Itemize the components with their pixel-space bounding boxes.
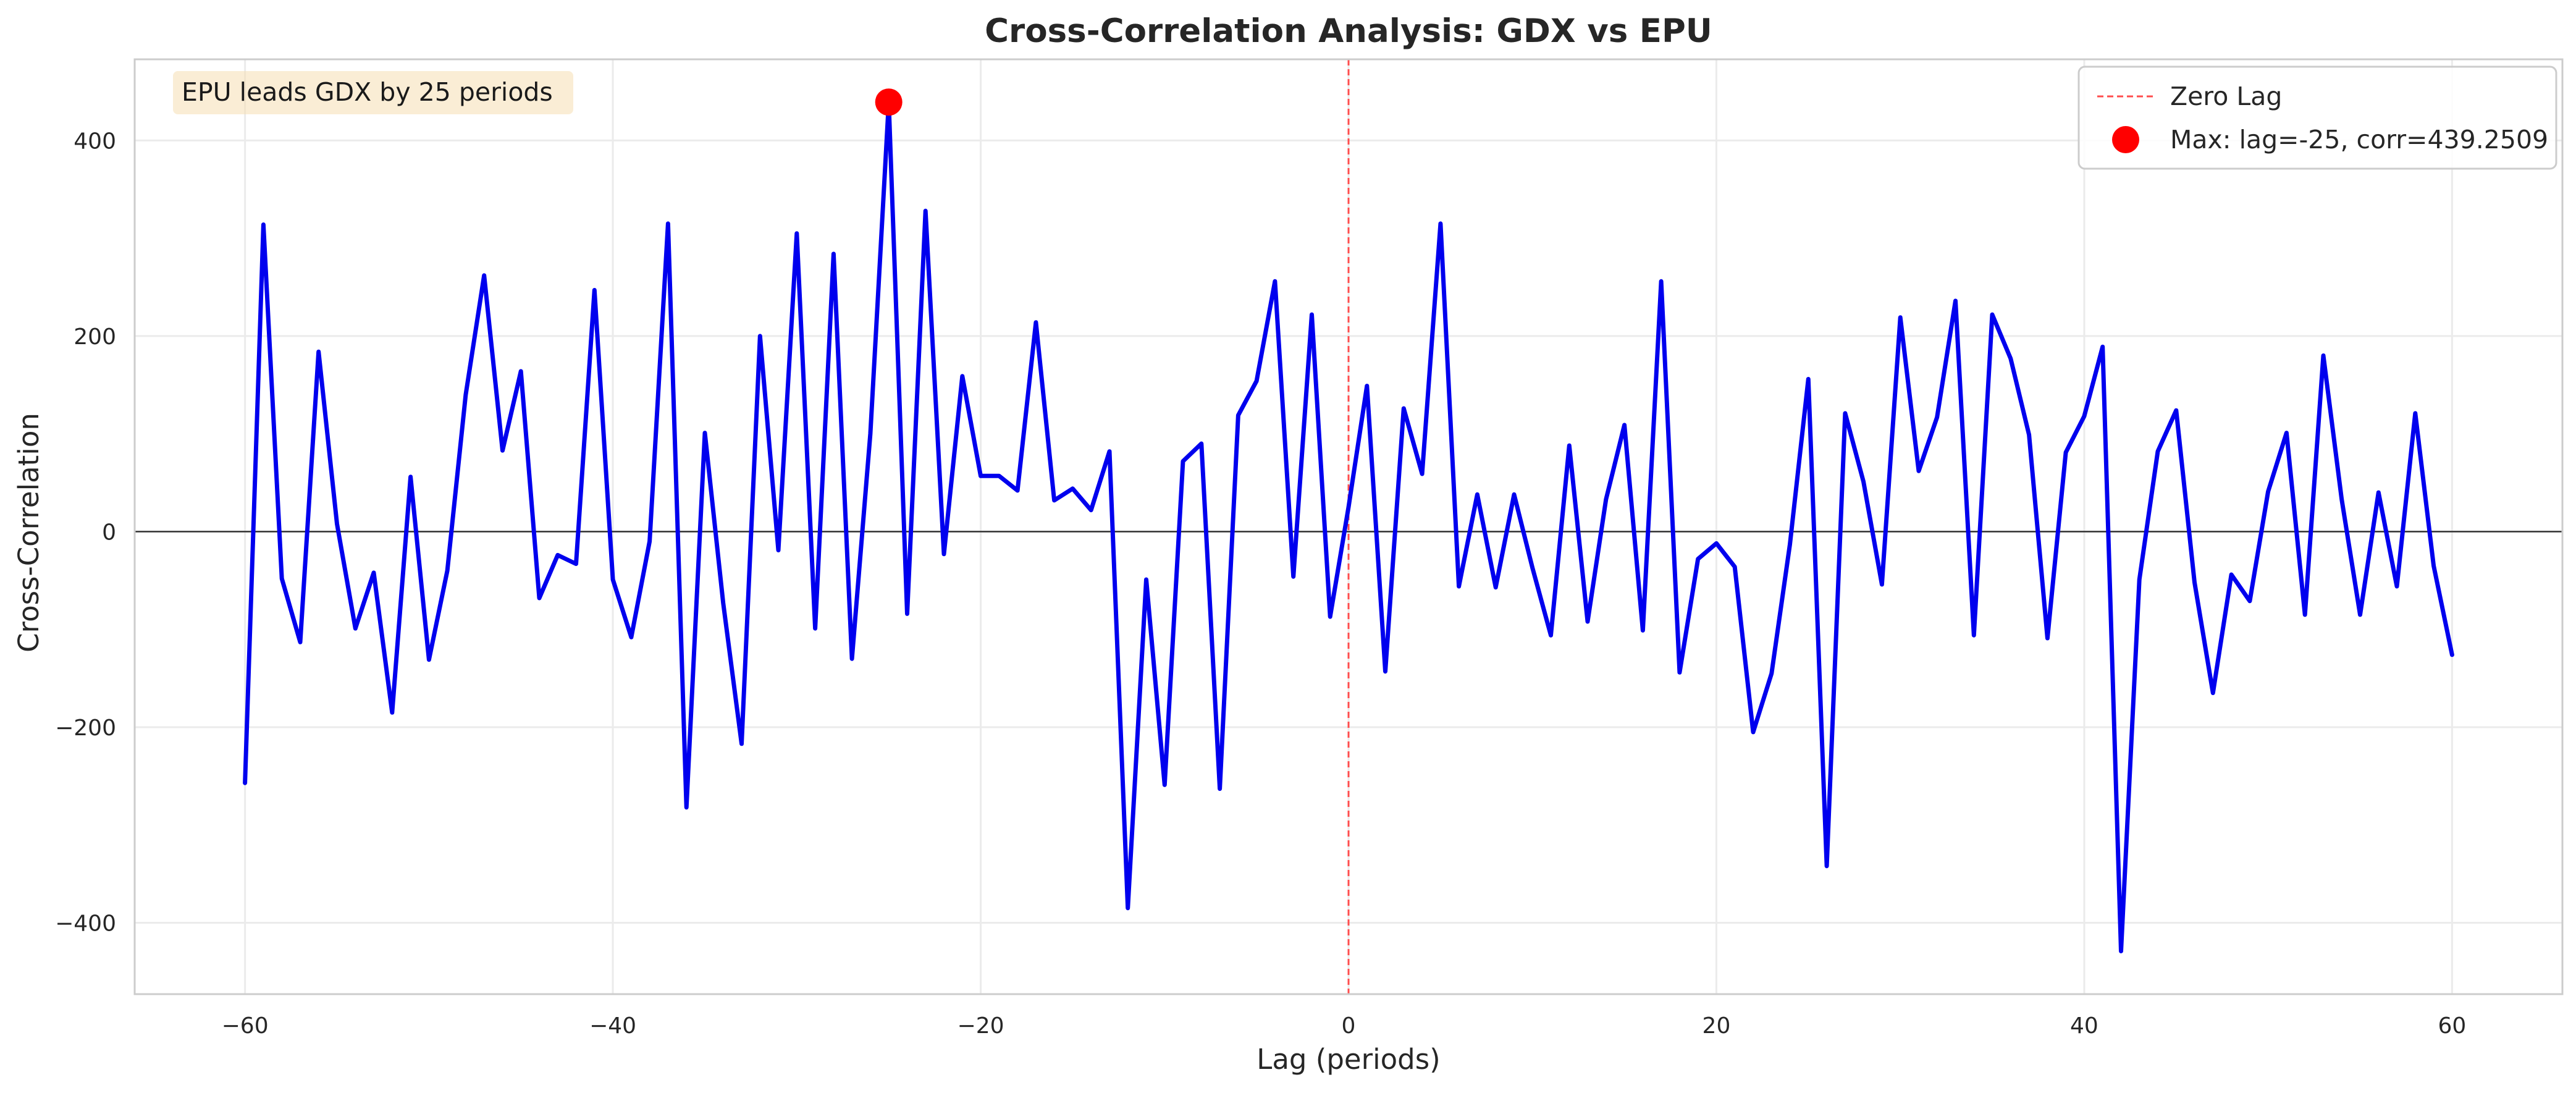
y-tick-label: 200 xyxy=(74,324,116,350)
y-tick-label: −200 xyxy=(55,715,116,741)
annotation-text: EPU leads GDX by 25 periods xyxy=(182,77,553,107)
legend: Zero Lag Max: lag=-25, corr=439.2509 xyxy=(2077,65,2557,170)
x-tick-label: −20 xyxy=(958,1013,1004,1039)
annotation-box: EPU leads GDX by 25 periods xyxy=(173,71,573,114)
y-tick-label: 0 xyxy=(102,520,116,545)
annotation-background xyxy=(173,71,573,114)
y-tick-label: 400 xyxy=(74,129,116,154)
y-tick-label: −400 xyxy=(55,911,116,936)
x-axis-ticks: −60 −40 −20 0 20 40 60 xyxy=(222,1013,2467,1039)
chart-title: Cross-Correlation Analysis: GDX vs EPU xyxy=(985,12,1712,50)
y-axis-label: Cross-Correlation xyxy=(12,413,45,652)
x-tick-label: 60 xyxy=(2438,1013,2466,1039)
max-point-group xyxy=(875,88,903,116)
max-correlation-point xyxy=(875,88,903,116)
legend-max-point-label: Max: lag=-25, corr=439.2509 xyxy=(2170,125,2548,154)
legend-max-point-swatch xyxy=(2112,126,2139,153)
x-tick-label: −60 xyxy=(222,1013,269,1039)
x-tick-label: −40 xyxy=(589,1013,636,1039)
legend-zero-lag-label: Zero Lag xyxy=(2170,82,2282,111)
x-tick-label: 0 xyxy=(1342,1013,1356,1039)
x-tick-label: 20 xyxy=(1703,1013,1731,1039)
x-tick-label: 40 xyxy=(2070,1013,2098,1039)
legend-frame xyxy=(2077,65,2557,170)
series-group xyxy=(243,100,2454,953)
plot-frame xyxy=(133,58,2564,995)
x-axis-label: Lag (periods) xyxy=(1256,1043,1440,1076)
cross-correlation-line xyxy=(243,100,2454,953)
y-axis-ticks: −400 −200 0 200 400 xyxy=(55,129,116,936)
